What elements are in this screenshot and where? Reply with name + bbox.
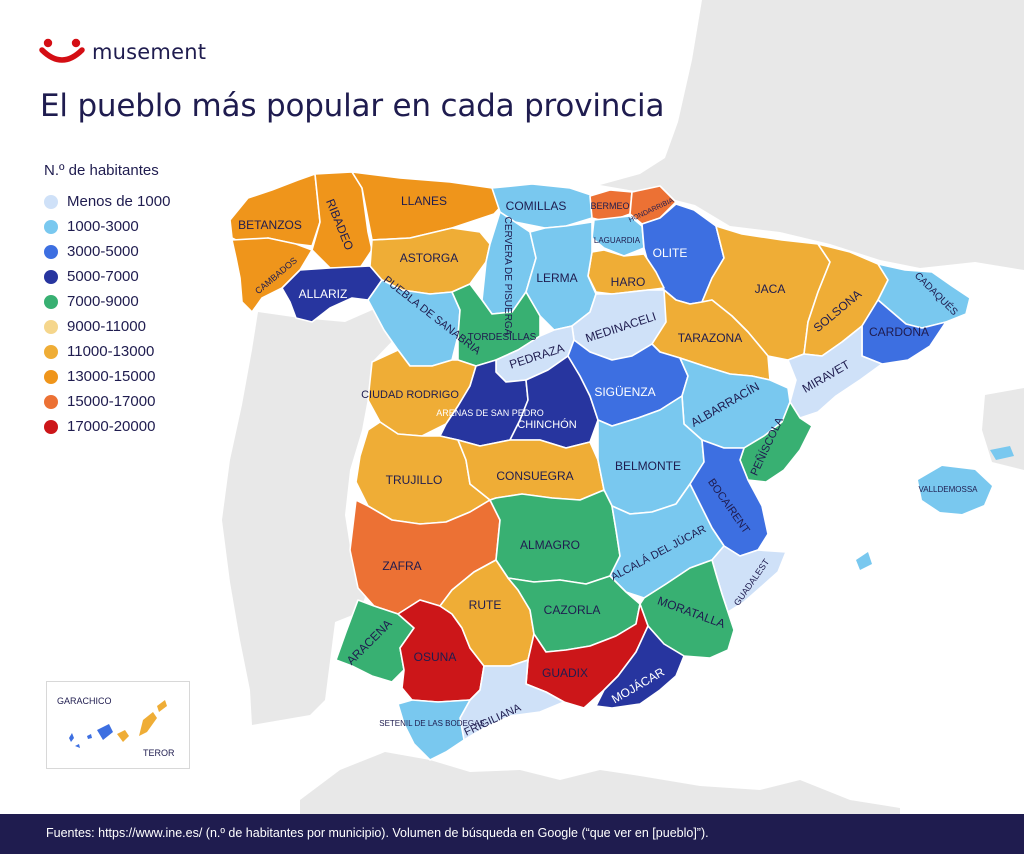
africa-land (300, 752, 900, 814)
label-allariz: ALLARIZ (299, 287, 348, 301)
label-chinchon: CHINCHÓN (517, 418, 576, 431)
musement-logo[interactable]: musement (38, 36, 206, 68)
label-consuegra: CONSUEGRA (496, 469, 573, 483)
menorca-island (990, 446, 1014, 460)
province-cadiz (397, 699, 471, 761)
province-almeria (595, 625, 685, 709)
legend-label: Menos de 1000 (67, 193, 171, 210)
label-osuna: OSUNA (414, 650, 457, 664)
legend-color-swatch (44, 219, 58, 234)
legend-color-swatch (44, 269, 58, 284)
legend-item: 11000-13000 (44, 339, 170, 364)
legend-color-swatch (44, 344, 58, 359)
ibiza-island (856, 552, 872, 570)
island-el-hierro (75, 744, 80, 748)
island-fuerteventura (139, 712, 157, 736)
legend-item: 15000-17000 (44, 389, 170, 414)
province-alava (591, 215, 645, 257)
legend-label: 15000-17000 (67, 393, 156, 410)
province-ciudad-real (489, 489, 621, 585)
label-jaca: JACA (755, 282, 786, 296)
label-laguardia: LAGUARDIA (594, 236, 641, 245)
island-tenerife (97, 724, 113, 740)
province-asturias (351, 171, 506, 241)
legend-item: 1000-3000 (44, 214, 170, 239)
legend-label: 9000-11000 (67, 318, 146, 335)
island-lanzarote (157, 700, 167, 712)
island-la-palma (69, 733, 74, 742)
legend-color-swatch (44, 244, 58, 259)
legend-label: 1000-3000 (67, 218, 139, 235)
legend-color-swatch (44, 369, 58, 384)
legend-label: 13000-15000 (67, 368, 156, 385)
legend-color-swatch (44, 419, 58, 434)
label-ciudad-rodrigo: CIUDAD RODRIGO (361, 389, 459, 401)
footer-bar: Fuentes: https://www.ine.es/ (n.º de hab… (0, 814, 1024, 854)
legend-color-swatch (44, 394, 58, 409)
legend: N.º de habitantes Menos de 1000 1000-3000… (44, 162, 170, 439)
province-pontevedra (231, 237, 313, 313)
legend-item: 7000-9000 (44, 289, 170, 314)
label-trujillo: TRUJILLO (386, 473, 443, 487)
tui-smile-icon (39, 38, 85, 63)
province-ourense (281, 265, 383, 323)
label-rute: RUTE (469, 598, 502, 612)
france-land (600, 0, 1024, 270)
legend-item: 13000-15000 (44, 364, 170, 389)
label-tarazona: TARAZONA (678, 331, 742, 345)
label-llanes: LLANES (401, 194, 447, 208)
legend-item: 3000-5000 (44, 239, 170, 264)
label-garachico: GARACHICO (57, 696, 112, 706)
label-arenas-de-san-pedro: ARENAS DE SAN PEDRO (436, 408, 544, 418)
legend-item: Menos de 1000 (44, 189, 170, 214)
label-teror: TEROR (143, 748, 175, 758)
legend-label: 7000-9000 (67, 293, 139, 310)
label-astorga: ASTORGA (400, 251, 458, 265)
legend-item: 9000-11000 (44, 314, 170, 339)
label-almagro: ALMAGRO (520, 538, 580, 552)
label-cazorla: CAZORLA (544, 603, 601, 617)
label-cardona: CARDONA (869, 325, 929, 339)
label-lerma: LERMA (536, 271, 577, 285)
brand-name: musement (92, 40, 207, 64)
label-setenil: SETENIL DE LAS BODEGAS (379, 719, 485, 728)
label-belmonte: BELMONTE (615, 459, 681, 473)
label-olite: OLITE (653, 246, 688, 260)
mallorca-island (918, 466, 992, 514)
label-betanzos: BETANZOS (238, 218, 302, 232)
province-tarragona (787, 325, 883, 419)
legend-label: 3000-5000 (67, 243, 139, 260)
island-gran-canaria (117, 730, 129, 742)
label-comillas: COMILLAS (506, 199, 567, 213)
province-huelva (335, 599, 415, 683)
legend-item: 17000-20000 (44, 414, 170, 439)
legend-item: 5000-7000 (44, 264, 170, 289)
legend-label: 11000-13000 (67, 343, 155, 360)
portugal-land (222, 300, 398, 725)
label-guadix: GUADIX (542, 666, 588, 680)
label-haro: HARO (611, 275, 646, 289)
legend-color-swatch (44, 294, 58, 309)
label-valldemossa: VALLDEMOSSA (919, 485, 979, 494)
province-a-coruna (229, 173, 321, 247)
label-bermeo: BERMEO (590, 201, 629, 211)
label-cervera: CERVERA DE PISUERGA (502, 217, 513, 336)
province-malaga (459, 659, 565, 741)
legend-color-swatch (44, 319, 58, 334)
island-la-gomera (87, 734, 92, 739)
legend-label: 5000-7000 (67, 268, 139, 285)
legend-color-swatch (44, 194, 58, 209)
canary-islands-inset: GARACHICO TEROR (46, 681, 190, 769)
label-tordesillas: TORDESILLAS (468, 332, 537, 343)
sources-text: Fuentes: https://www.ine.es/ (n.º de hab… (46, 826, 709, 840)
label-siguenza: SIGÜENZA (594, 385, 655, 399)
label-zafra: ZAFRA (382, 559, 421, 573)
legend-title: N.º de habitantes (44, 162, 159, 179)
legend-label: 17000-20000 (67, 418, 156, 435)
page-title: El pueblo más popular en cada provincia (40, 88, 665, 124)
